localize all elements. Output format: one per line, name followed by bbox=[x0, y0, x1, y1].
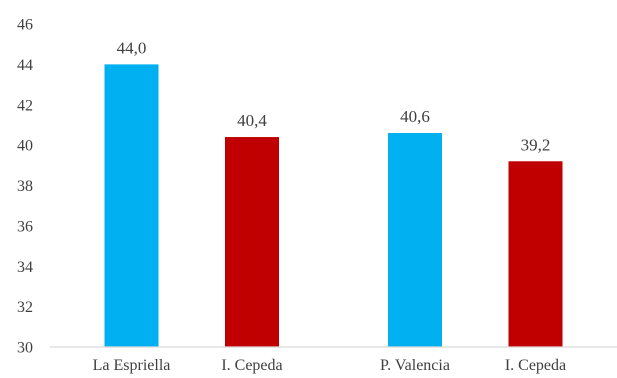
bars bbox=[104, 64, 563, 347]
data-labels: 44,0 40,4 40,6 39,2 bbox=[117, 38, 551, 154]
y-axis: 30 32 34 36 38 40 42 44 46 bbox=[17, 17, 33, 357]
bar bbox=[224, 137, 279, 347]
x-category-label: P. Valencia bbox=[380, 357, 450, 374]
data-label: 40,6 bbox=[400, 107, 430, 126]
y-tick-label: 38 bbox=[17, 178, 33, 195]
x-category-label: I. Cepeda bbox=[505, 357, 566, 374]
x-category-label: La Espriella bbox=[93, 357, 171, 374]
data-label: 40,4 bbox=[237, 111, 267, 130]
y-tick-label: 44 bbox=[17, 57, 33, 74]
x-axis: La Espriella I. Cepeda P. Valencia I. Ceped… bbox=[50, 346, 617, 374]
y-tick-label: 34 bbox=[17, 259, 33, 276]
y-tick-label: 40 bbox=[17, 138, 33, 155]
bar bbox=[388, 133, 443, 347]
bar bbox=[104, 64, 159, 347]
y-tick-label: 30 bbox=[17, 340, 33, 357]
data-label: 39,2 bbox=[521, 135, 551, 154]
y-tick-label: 32 bbox=[17, 299, 33, 316]
y-tick-label: 46 bbox=[17, 17, 33, 34]
data-label: 44,0 bbox=[117, 38, 147, 57]
y-tick-label: 36 bbox=[17, 218, 33, 235]
bar bbox=[508, 161, 563, 347]
y-tick-label: 42 bbox=[17, 97, 33, 114]
x-category-label: I. Cepeda bbox=[221, 357, 282, 374]
